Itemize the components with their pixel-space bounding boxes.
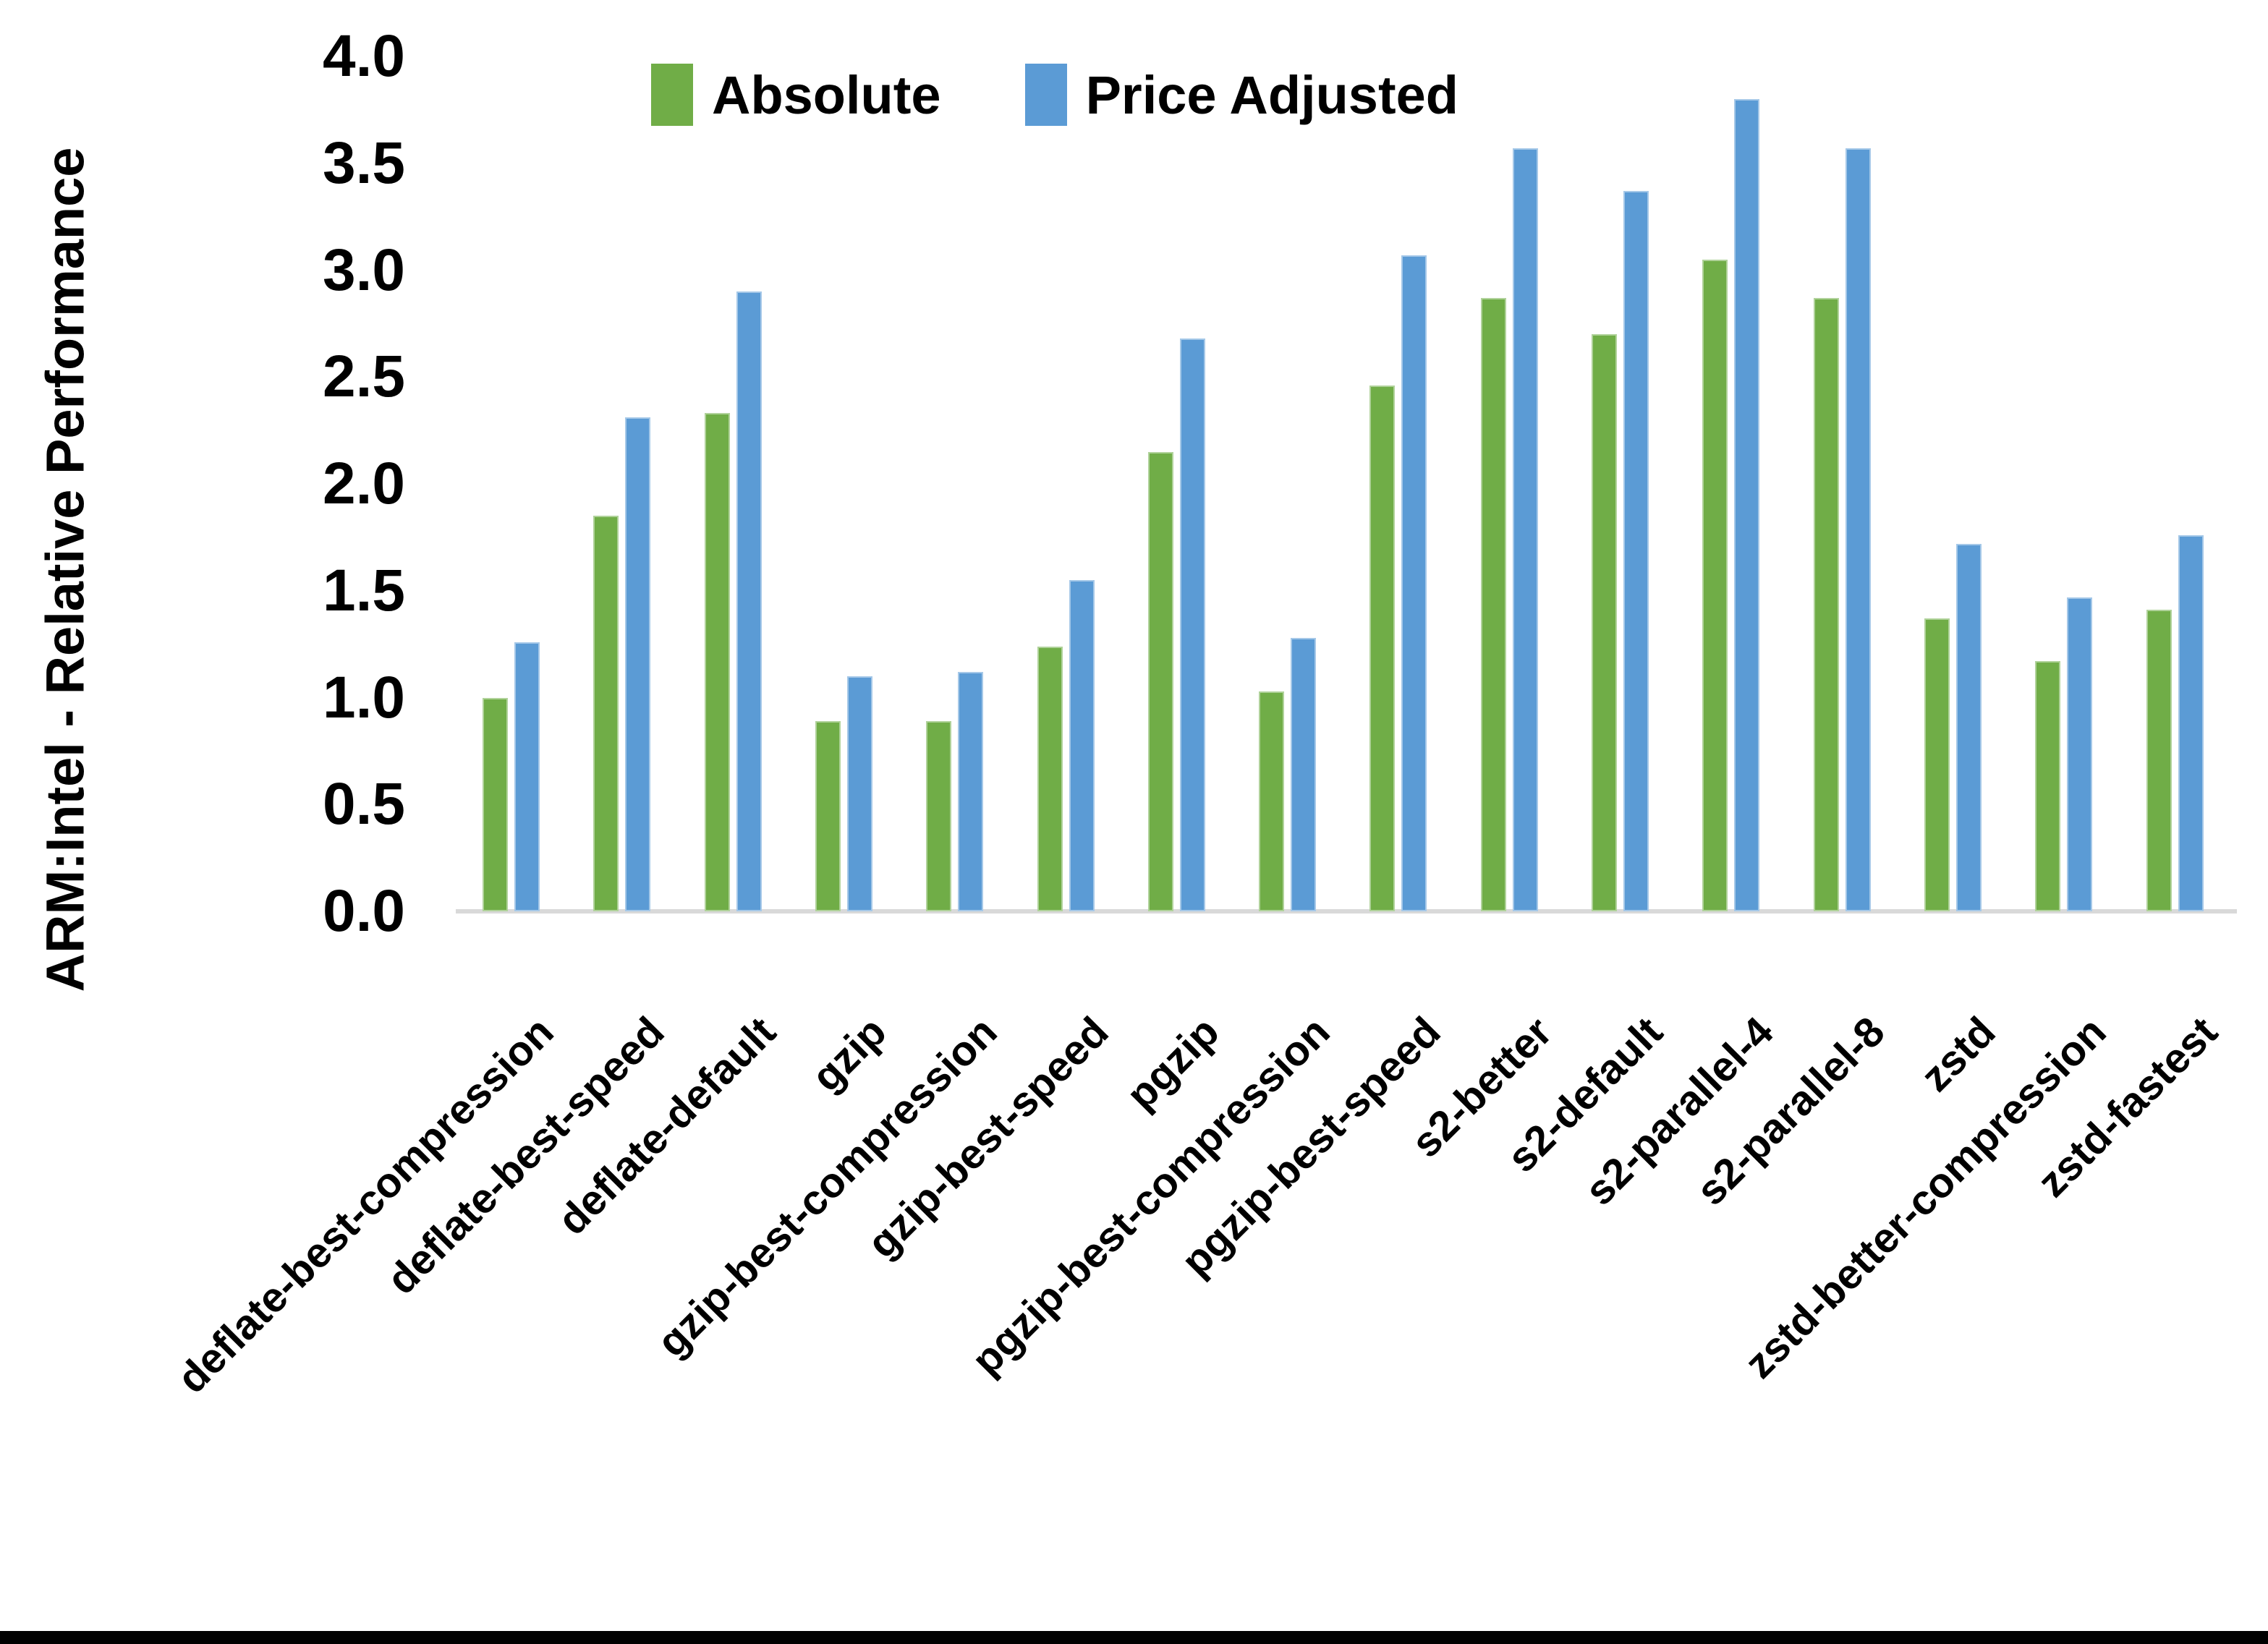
bar-absolute-gzip-best-compression	[926, 721, 952, 911]
bar-price-adjusted-zstd-better-compression	[2067, 597, 2093, 911]
legend-swatch-absolute	[651, 64, 693, 126]
bar-absolute-s2-default	[1592, 334, 1617, 911]
bar-price-adjusted-deflate-default	[736, 291, 762, 911]
y-tick-label-2.5: 2.5	[323, 344, 405, 410]
bar-price-adjusted-zstd-fastest	[2178, 534, 2204, 911]
bar-absolute-deflate-best-speed	[593, 516, 619, 911]
x-category-label-zstd: zstd	[1911, 1008, 2005, 1101]
bar-price-adjusted-s2-parallel-4	[1734, 99, 1760, 911]
bar-absolute-pgzip-best-speed	[1369, 386, 1396, 911]
bar-price-adjusted-gzip-best-compression	[958, 672, 984, 911]
bar-absolute-deflate-best-compression	[483, 697, 508, 911]
bar-absolute-s2-parallel-8	[1813, 297, 1839, 911]
bar-price-adjusted-zstd	[1955, 543, 1982, 911]
bar-price-adjusted-pgzip	[1179, 338, 1205, 911]
y-tick-label-2.0: 2.0	[323, 451, 405, 516]
bar-absolute-s2-better	[1480, 297, 1506, 911]
bar-price-adjusted-deflate-best-speed	[625, 417, 651, 911]
legend: Absolute Price Adjusted	[651, 64, 1458, 126]
bar-price-adjusted-s2-parallel-8	[1845, 148, 1871, 911]
bar-absolute-zstd-fastest	[2146, 610, 2172, 911]
y-tick-label-0.0: 0.0	[323, 878, 405, 944]
bar-price-adjusted-gzip-best-speed	[1069, 579, 1095, 911]
bar-price-adjusted-gzip	[846, 676, 872, 911]
legend-swatch-price-adjusted	[1024, 64, 1067, 126]
bar-absolute-pgzip	[1147, 451, 1173, 911]
bottom-border-strip	[0, 1631, 2268, 1644]
y-axis-title: ARM:Intel - Relative Performance	[35, 147, 95, 992]
bar-price-adjusted-pgzip-best-speed	[1401, 255, 1427, 911]
legend-item-price-adjusted: Price Adjusted	[1024, 64, 1458, 126]
bar-absolute-zstd-better-compression	[2035, 661, 2061, 911]
bar-absolute-s2-parallel-4	[1702, 259, 1728, 911]
y-tick-label-3.0: 3.0	[323, 237, 405, 303]
bar-absolute-deflate-default	[704, 413, 730, 911]
y-tick-label-3.5: 3.5	[323, 129, 405, 196]
bar-absolute-pgzip-best-compression	[1259, 691, 1285, 911]
legend-label-absolute: Absolute	[712, 64, 941, 125]
bar-absolute-gzip-best-speed	[1037, 646, 1063, 911]
legend-label-price-adjusted: Price Adjusted	[1085, 64, 1458, 125]
y-tick-label-0.5: 0.5	[323, 771, 405, 838]
y-tick-label-1.0: 1.0	[323, 664, 405, 731]
bar-price-adjusted-s2-better	[1512, 148, 1538, 911]
bar-price-adjusted-s2-default	[1623, 191, 1649, 911]
bar-price-adjusted-pgzip-best-compression	[1291, 637, 1317, 911]
legend-item-absolute: Absolute	[651, 64, 941, 126]
y-tick-label-1.5: 1.5	[323, 557, 405, 623]
bar-absolute-gzip	[815, 721, 841, 911]
bar-absolute-zstd	[1924, 618, 1950, 911]
bar-price-adjusted-deflate-best-compression	[514, 642, 540, 911]
x-category-label-gzip: gzip	[802, 1008, 896, 1101]
y-tick-label-4.0: 4.0	[323, 23, 405, 89]
x-axis-line	[456, 909, 2237, 913]
